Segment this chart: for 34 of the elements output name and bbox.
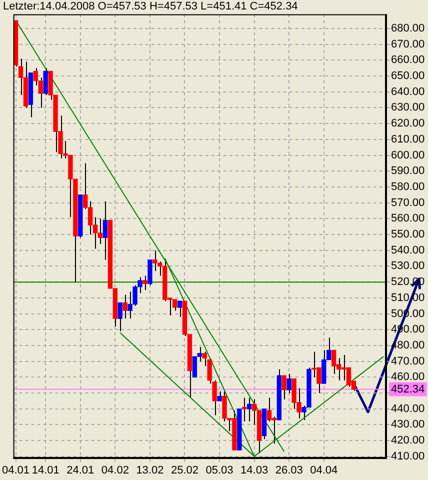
y-tick-label: 580.00 — [391, 180, 425, 193]
x-tick-label: 13.02 — [136, 464, 164, 477]
chart-title: Letzter:14.04.2008 O=457.53 H=457.53 L=451.41 C=452.34 — [3, 0, 298, 13]
y-tick-label: 640.00 — [391, 86, 425, 98]
y-tick-label: 550.00 — [391, 228, 425, 241]
y-tick-label: 470.00 — [391, 355, 425, 368]
y-tick-label: 560.00 — [391, 212, 425, 225]
y-tick-label: 460.00 — [391, 371, 425, 384]
y-tick-label: 530.00 — [391, 260, 425, 272]
ref-line-label: 452.34 — [391, 383, 425, 396]
y-tick-label: 430.00 — [391, 418, 425, 431]
y-tick-label: 680.00 — [391, 22, 425, 34]
y-tick-label: 420.00 — [391, 434, 425, 447]
y-tick-label: 590.00 — [391, 165, 425, 178]
y-tick-label: 410.00 — [391, 450, 425, 462]
x-tick-label: 05.03 — [206, 464, 234, 477]
x-tick-label: 24.01 — [66, 464, 94, 477]
y-tick-label: 650.00 — [391, 70, 425, 82]
y-tick-label: 540.00 — [391, 244, 425, 256]
y-tick-label: 600.00 — [391, 149, 425, 162]
y-tick-label: 610.00 — [391, 133, 425, 146]
x-tick-label: 14.01 — [32, 464, 60, 477]
x-tick-label: 04.04 — [310, 464, 338, 477]
y-tick-label: 570.00 — [391, 196, 425, 209]
y-tick-label: 670.00 — [391, 38, 425, 50]
x-tick-label: 04.02 — [101, 464, 129, 477]
y-tick-label: 660.00 — [391, 54, 425, 66]
y-tick-label: 620.00 — [391, 118, 425, 130]
x-tick-label: 04.01 — [2, 464, 30, 477]
y-tick-label: 630.00 — [391, 102, 425, 114]
x-tick-label: 25.02 — [170, 464, 199, 477]
y-tick-label: 440.00 — [391, 402, 425, 415]
x-tick-label: 26.03 — [275, 464, 303, 477]
x-tick-label: 14.03 — [240, 464, 268, 477]
